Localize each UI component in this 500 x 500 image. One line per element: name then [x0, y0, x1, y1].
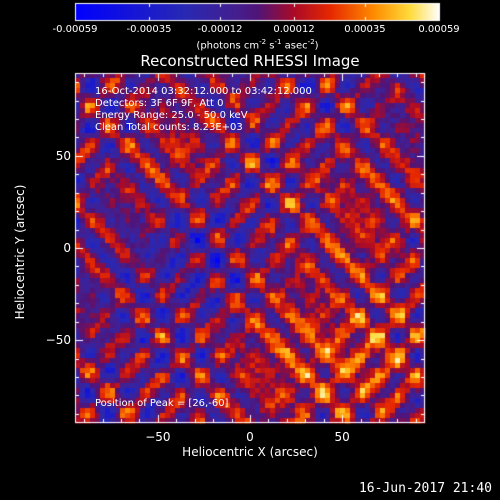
- colorbar-tick-label: -0.00012: [197, 24, 243, 35]
- x-tick-label: 0: [246, 430, 254, 444]
- y-axis-label: Heliocentric Y (arcsec): [13, 184, 27, 320]
- colorbar-tick-label: 0.00059: [418, 24, 460, 35]
- y-axis-label-wrap: Heliocentric Y (arcsec): [0, 152, 40, 352]
- annotation-detectors: Detectors: 3F 6F 9F, Att 0: [95, 98, 224, 109]
- colorbar-caption: (photons cm-2 s-1 asec-2): [196, 38, 319, 52]
- chart-title: Reconstructed RHESSI Image: [140, 52, 360, 70]
- annotation-energy: Energy Range: 25.0 - 50.0 keV: [95, 110, 248, 121]
- x-axis-label: Heliocentric X (arcsec): [182, 445, 318, 459]
- colorbar-tick-label: 0.00012: [273, 24, 315, 35]
- colorbar-tick-label: -0.00059: [52, 24, 98, 35]
- x-tick-label: 50: [334, 430, 350, 444]
- y-tick-label: 0: [63, 241, 71, 255]
- peak-position-label: Position of Peak = [26,-60]: [95, 398, 229, 409]
- y-tick-label: 50: [55, 148, 71, 163]
- y-tick-label: −50: [45, 333, 71, 348]
- colorbar-tick-label: -0.00035: [126, 24, 172, 35]
- colorbar-tick-label: 0.00035: [344, 24, 386, 35]
- annotation-time: 16-Oct-2014 03:32:12.000 to 03:42:12.000: [95, 86, 312, 97]
- annotation-counts: Clean Total counts: 8.23E+03: [95, 122, 243, 133]
- x-tick-label: −50: [145, 430, 171, 444]
- footer-timestamp: 16-Jun-2017 21:40: [358, 481, 492, 496]
